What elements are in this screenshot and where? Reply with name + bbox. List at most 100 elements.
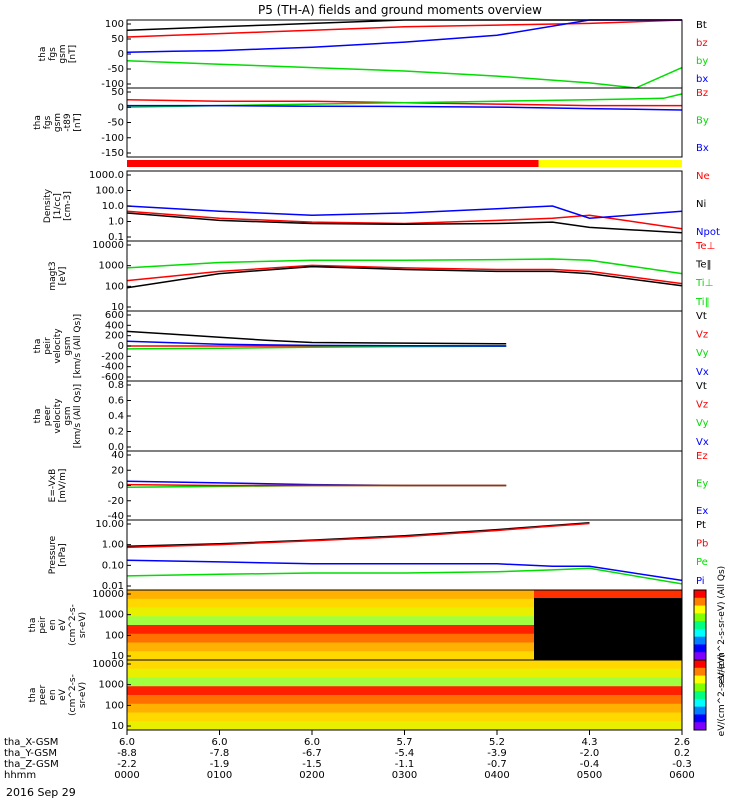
colorbar-swatch	[694, 605, 706, 614]
y-axis-label: tha	[38, 47, 48, 62]
bottom-axis-row-label: tha_Z-GSM	[4, 759, 59, 770]
colorbar-swatch	[694, 660, 706, 669]
series-Pe	[126, 567, 683, 585]
bottom-axis-value: -3.9	[487, 748, 507, 759]
y-axis-label: [nT]	[68, 45, 78, 63]
legend-item: Te⊥	[695, 241, 715, 252]
legend-item: Ni	[696, 199, 706, 210]
y-axis-label: -t89	[63, 113, 73, 132]
y-tick-label: 10	[111, 721, 124, 732]
mode-bar-slow	[127, 160, 539, 167]
heatmap-band	[127, 651, 682, 661]
y-axis-label: tha	[33, 339, 43, 354]
colorbar-swatch	[694, 597, 706, 607]
y-tick-label: -100	[101, 79, 124, 90]
heatmap-band	[127, 633, 682, 643]
heatmap-band	[127, 703, 682, 713]
series-Ni	[126, 212, 683, 234]
y-tick-label: 1.00	[102, 540, 124, 551]
bottom-axis-value: -8.8	[117, 748, 137, 759]
heatmap-band	[127, 598, 682, 608]
bottom-axis-value: -2.2	[117, 759, 137, 770]
y-tick-label: 1000	[99, 261, 124, 272]
bottom-axis-value: 0200	[299, 770, 324, 781]
legend-item: Npot	[696, 227, 720, 238]
y-tick-label: -600	[101, 372, 124, 383]
bottom-axis-value: 0300	[392, 770, 417, 781]
legend-item: bx	[696, 74, 708, 85]
legend-item: Ti‖	[695, 297, 710, 308]
y-axis-label: gsm	[63, 406, 73, 425]
y-axis-label: en	[48, 619, 58, 630]
y-tick-label: 1000.0	[89, 170, 124, 181]
legend: Bz By Bx	[696, 88, 709, 154]
colorbar-swatch	[694, 644, 706, 653]
y-axis-label: [eV]	[58, 267, 68, 286]
y-tick-label: -200	[101, 351, 124, 362]
series-by	[126, 60, 683, 89]
colorbar-swatch	[694, 613, 706, 622]
series-Ez	[126, 483, 507, 487]
bottom-axis-value: 0100	[207, 770, 232, 781]
y-tick-label: -50	[108, 64, 124, 75]
y-tick-label: 50	[111, 34, 124, 45]
panel-peer_eflux: eV/(cm^2-s-sr-eV) 10000 1000 100 10 tha peer en…	[28, 654, 727, 737]
y-axis-label: peer	[43, 405, 53, 426]
bottom-axis-value: 0000	[114, 770, 139, 781]
legend-item: Vy	[696, 348, 709, 359]
heatmap-band	[127, 607, 682, 617]
mode-bar	[127, 160, 682, 167]
heatmap-band	[127, 642, 682, 652]
y-tick-label: 600	[105, 310, 124, 321]
bottom-axis-value: -0.3	[672, 759, 692, 770]
y-axis-label: sr-eV)	[78, 612, 88, 638]
bottom-axis-value: 6.0	[304, 737, 320, 748]
colorbar-swatch	[694, 714, 706, 723]
panel-peir_eflux: eV/(cm^2-s-sr-eV) (All Qs) 10000 1000 100 10…	[28, 566, 727, 684]
legend-item: Ti⊥	[695, 278, 713, 289]
legend-item: bz	[696, 38, 708, 49]
heatmap-band	[534, 590, 682, 598]
y-tick-label: 10000	[92, 240, 124, 251]
bottom-axis-value: -5.4	[395, 748, 415, 759]
legend: Vt Vz Vy Vx	[696, 311, 709, 378]
bottom-axis-value: 5.2	[489, 737, 505, 748]
bottom-axis-row-label: tha_X-GSM	[4, 737, 58, 748]
y-tick-label: 10	[111, 651, 124, 662]
y-axis-label: tha	[28, 618, 38, 633]
colorbar: eV/(cm^2-s-sr-eV) (All Qs)	[693, 566, 727, 684]
legend: Pt Pb Pe Pi	[696, 520, 708, 587]
y-tick-label: 0.1	[108, 232, 124, 243]
y-tick-label: 40	[111, 450, 124, 461]
y-axis-label: magt3	[48, 261, 58, 290]
series-Vx	[126, 340, 507, 347]
series-Pb	[126, 522, 590, 549]
y-tick-label: 0.01	[102, 581, 124, 592]
heatmap-band	[127, 677, 682, 687]
bottom-axis-value: 4.3	[582, 737, 598, 748]
bottom-axis-value: 6.0	[212, 737, 228, 748]
y-tick-label: 0	[118, 341, 124, 352]
mode-bar-fast	[538, 160, 682, 167]
heatmap-band	[127, 616, 682, 626]
y-axis-label: peir	[38, 616, 48, 634]
legend-item: by	[696, 56, 708, 67]
bottom-axis-value: 2.6	[674, 737, 690, 748]
legend: Ne Ni Npot	[696, 171, 720, 238]
legend-item: Ex	[696, 506, 708, 517]
figure-title: P5 (TH-A) fields and ground moments over…	[258, 3, 542, 17]
colorbar-label: eV/(cm^2-s-sr-eV)	[717, 654, 727, 737]
colorbar-swatch	[694, 675, 706, 684]
heatmap-band	[127, 695, 682, 705]
panel-peer_velocity: Vt Vz Vy Vx 0.8 0.6 0.4 0.2 0.0 tha peer velocity gs…	[33, 380, 709, 453]
y-axis-label: tha	[28, 688, 38, 703]
y-tick-label: 0	[118, 49, 124, 60]
y-tick-label: 10000	[92, 589, 124, 600]
y-tick-label: -50	[108, 118, 124, 129]
legend-item: By	[696, 115, 709, 126]
y-tick-label: 0.2	[108, 427, 124, 438]
y-tick-label: -150	[101, 148, 124, 159]
series-Pi	[126, 559, 683, 582]
y-axis-label: [km/s (All Qs)]	[73, 314, 83, 378]
y-tick-label: -100	[101, 133, 124, 144]
